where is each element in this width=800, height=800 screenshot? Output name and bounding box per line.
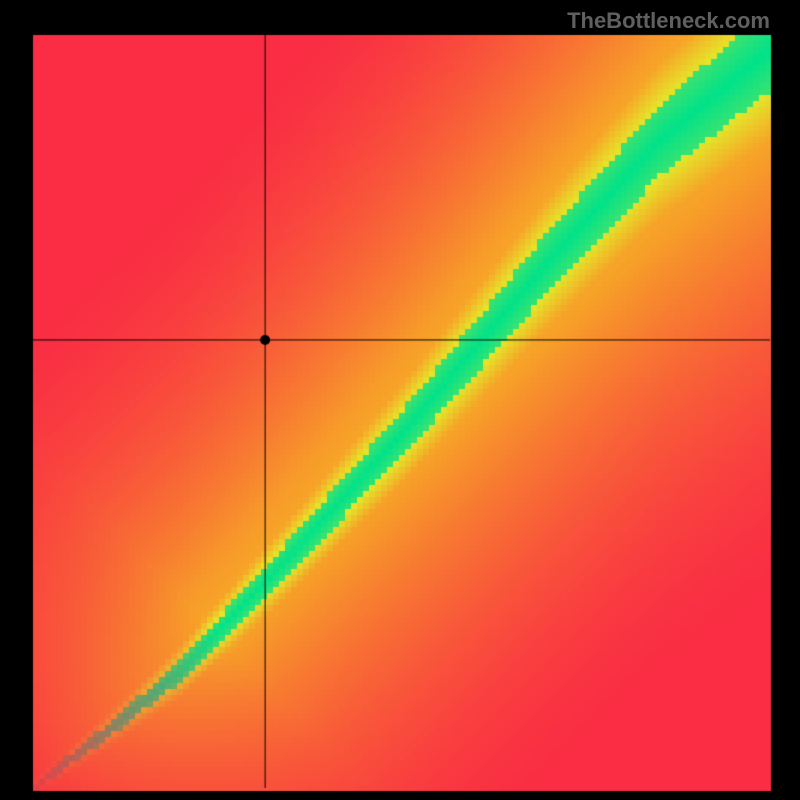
watermark-text: TheBottleneck.com	[567, 8, 770, 34]
chart-container: TheBottleneck.com	[0, 0, 800, 800]
heatmap-canvas	[0, 0, 800, 800]
